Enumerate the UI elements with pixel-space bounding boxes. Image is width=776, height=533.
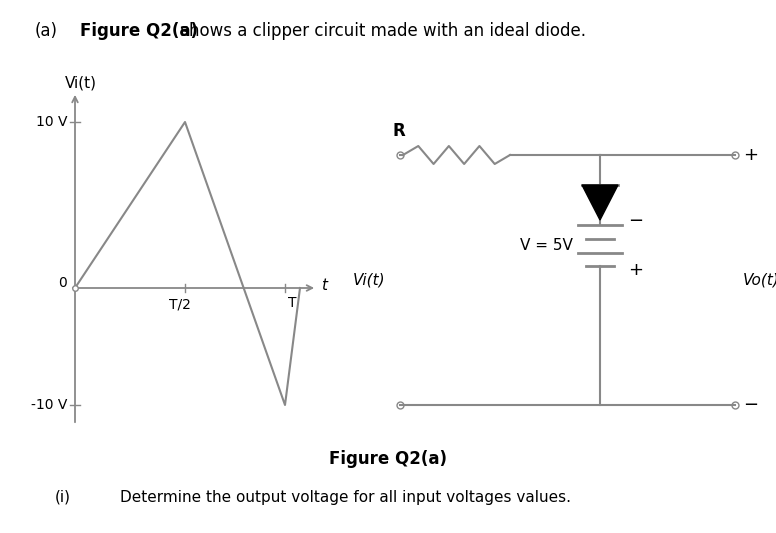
Text: Vi(t): Vi(t) [352, 272, 385, 287]
Text: Figure Q2(a): Figure Q2(a) [329, 450, 447, 468]
Text: (i): (i) [55, 490, 71, 505]
Text: Figure Q2(a): Figure Q2(a) [80, 22, 198, 40]
Text: −: − [628, 212, 643, 230]
Text: Vo(t): Vo(t) [743, 272, 776, 287]
Text: T: T [288, 296, 296, 310]
Text: (a): (a) [35, 22, 58, 40]
Text: V = 5V: V = 5V [520, 238, 573, 253]
Text: -10 V: -10 V [30, 398, 67, 412]
Text: T/2: T/2 [169, 298, 191, 312]
Text: +: + [743, 146, 758, 164]
Text: t: t [321, 279, 327, 294]
Text: R: R [393, 122, 406, 140]
Text: Determine the output voltage for all input voltages values.: Determine the output voltage for all inp… [120, 490, 571, 505]
Text: −: − [743, 396, 758, 414]
Text: 10 V: 10 V [36, 115, 67, 129]
Text: Vi(t): Vi(t) [65, 75, 97, 90]
Text: 0: 0 [58, 276, 67, 290]
Polygon shape [582, 185, 618, 220]
Text: shows a clipper circuit made with an ideal diode.: shows a clipper circuit made with an ide… [175, 22, 586, 40]
Text: +: + [628, 261, 643, 279]
